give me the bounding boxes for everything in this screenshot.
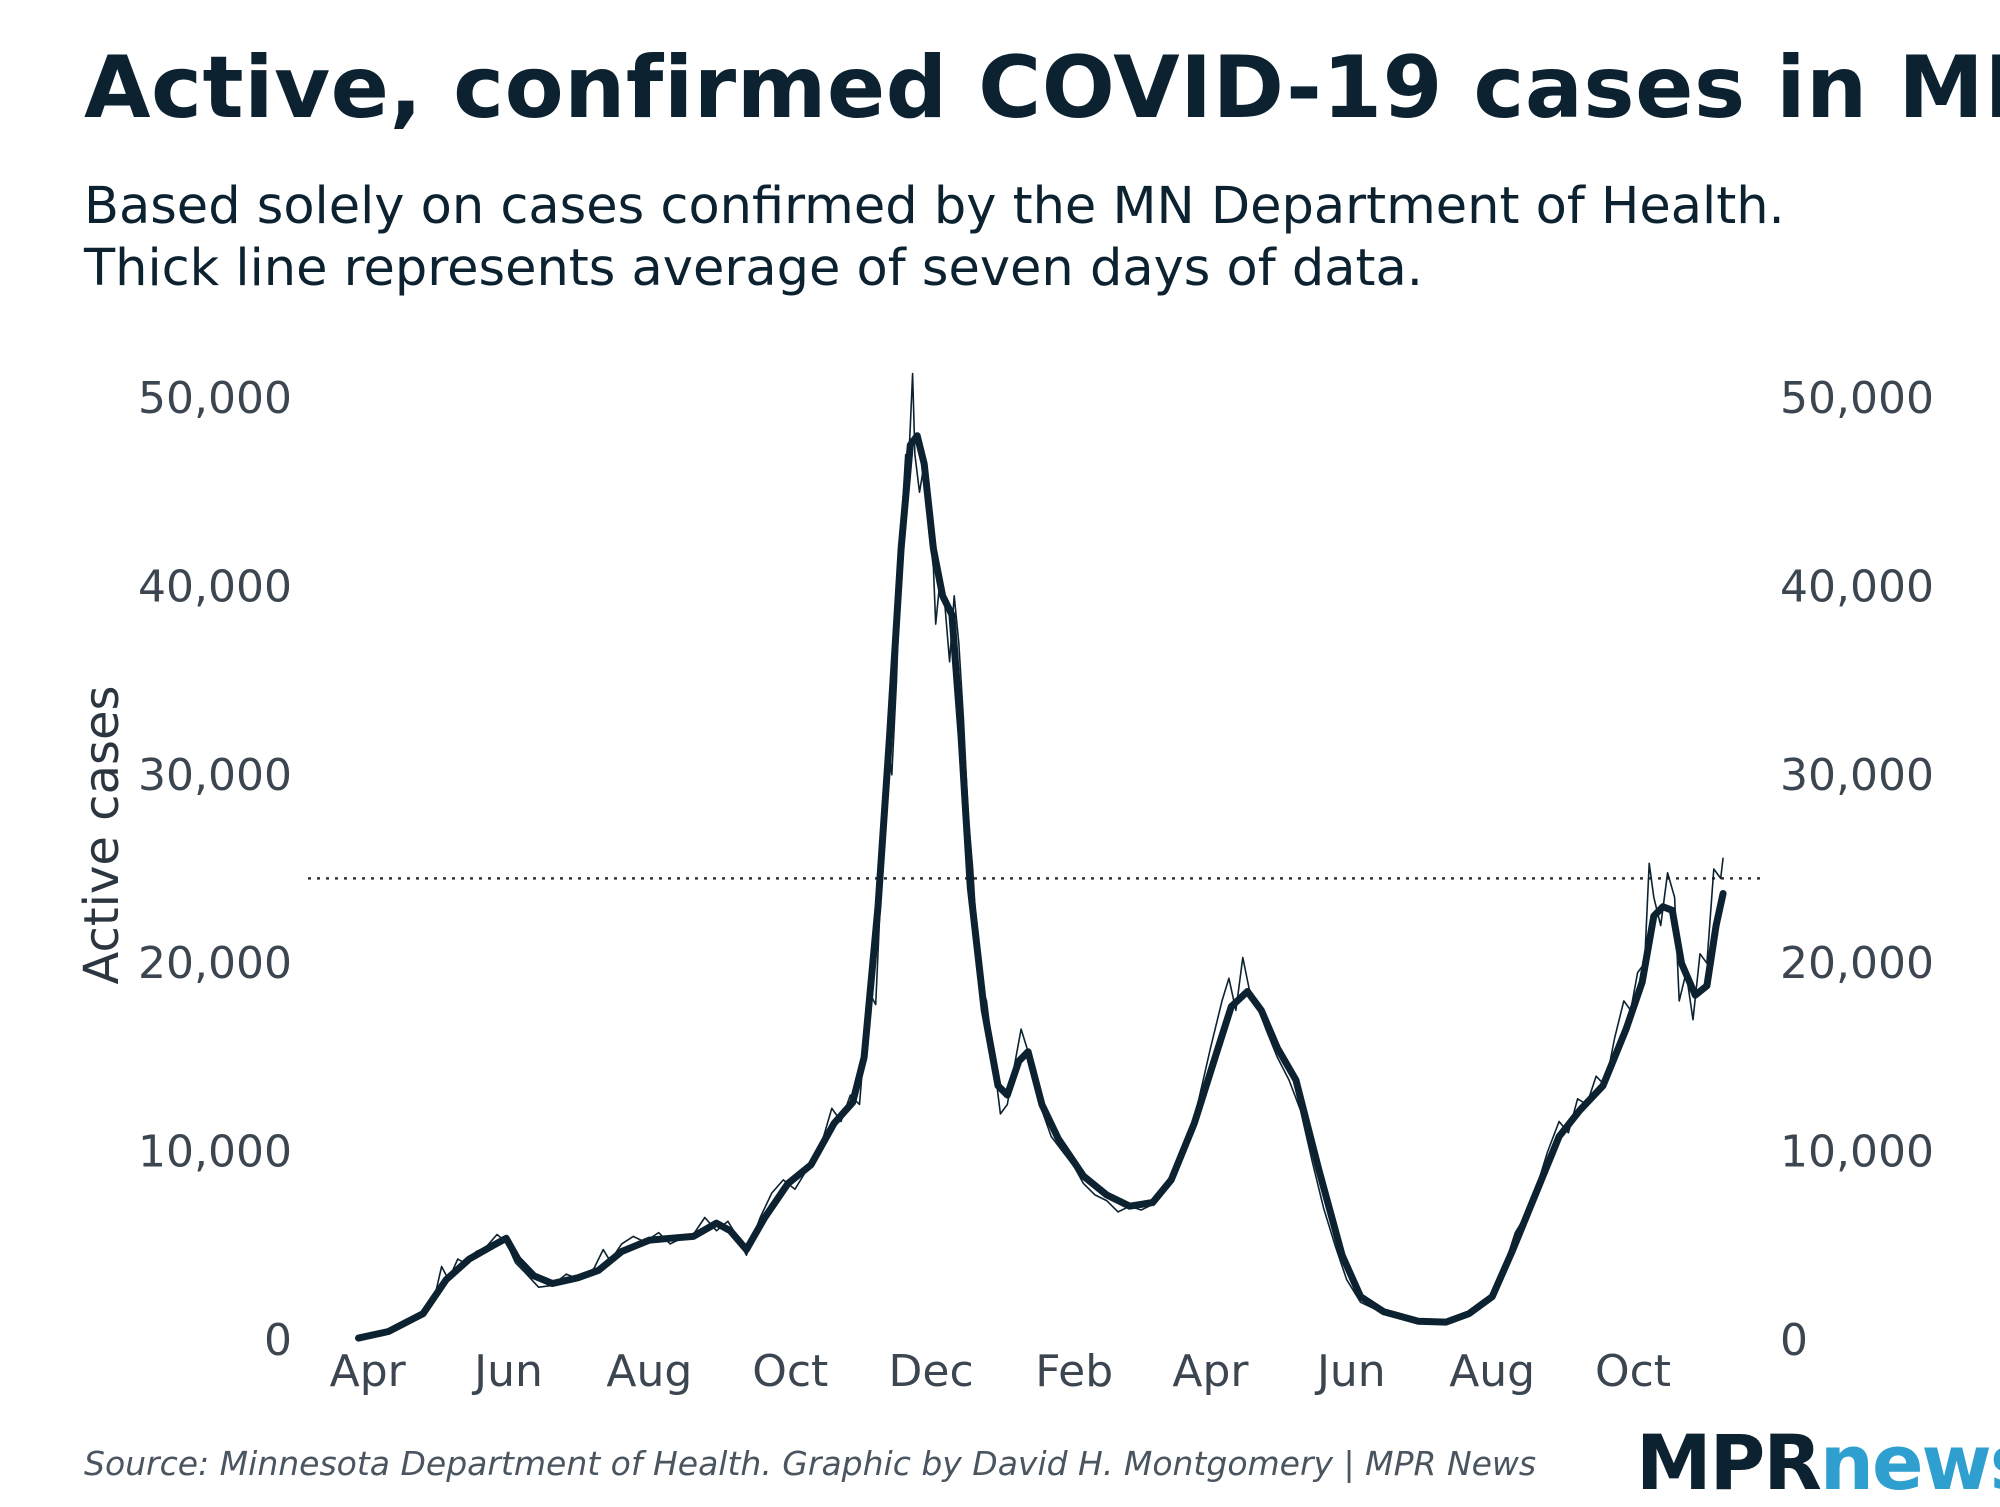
y-tick-label-left: 10,000	[138, 1127, 292, 1178]
x-tick-label: Apr	[1172, 1346, 1249, 1397]
x-tick-label: Jun	[471, 1346, 543, 1397]
y-axis-right: 0 10,000 20,000 30,000 40,000 50,000	[1780, 373, 1934, 1366]
x-axis: Apr Jun Aug Oct Dec Feb Apr Jun Aug Oct	[330, 1346, 1671, 1397]
y-tick-label-left: 20,000	[138, 938, 292, 989]
x-tick-label: Oct	[1595, 1346, 1671, 1397]
series-line-7day-average	[355, 432, 1727, 1342]
y-tick-label-left: 50,000	[138, 373, 292, 424]
y-tick-label-right: 40,000	[1780, 561, 1934, 612]
chart-title: Active, confirmed COVID-19 cases in MN	[84, 38, 2000, 138]
x-tick-label: Apr	[330, 1346, 407, 1397]
y-tick-label-right: 10,000	[1780, 1127, 1934, 1178]
y-tick-label-left: 40,000	[138, 561, 292, 612]
logo-part-mpr: MPR	[1636, 1418, 1822, 1507]
chart-subtitle: Based solely on cases confirmed by the M…	[84, 176, 1785, 300]
y-tick-label-left: 0	[264, 1315, 292, 1366]
y-axis-label: Active cases	[74, 685, 130, 984]
y-tick-label-left: 30,000	[138, 750, 292, 801]
source-note: Source: Minnesota Department of Health. …	[84, 1444, 1537, 1483]
x-tick-label: Aug	[1449, 1346, 1535, 1397]
y-tick-label-right: 50,000	[1780, 373, 1934, 424]
subtitle-line-2: Thick line represents average of seven d…	[84, 239, 1423, 298]
logo-part-news: news	[1819, 1418, 2000, 1507]
x-tick-label: Feb	[1035, 1346, 1113, 1397]
y-axis-left: 0 10,000 20,000 30,000 40,000 50,000	[138, 373, 292, 1366]
y-tick-label-right: 20,000	[1780, 938, 1934, 989]
x-tick-label: Jun	[1314, 1346, 1386, 1397]
x-tick-label: Oct	[752, 1346, 828, 1397]
y-tick-label-right: 30,000	[1780, 750, 1934, 801]
x-tick-label: Dec	[889, 1346, 974, 1397]
x-tick-label: Aug	[606, 1346, 692, 1397]
series-line-daily	[358, 372, 1724, 1339]
mpr-news-logo: MPRnews	[1636, 1418, 2000, 1507]
subtitle-line-1: Based solely on cases confirmed by the M…	[84, 177, 1785, 236]
y-tick-label-right: 0	[1780, 1315, 1808, 1366]
